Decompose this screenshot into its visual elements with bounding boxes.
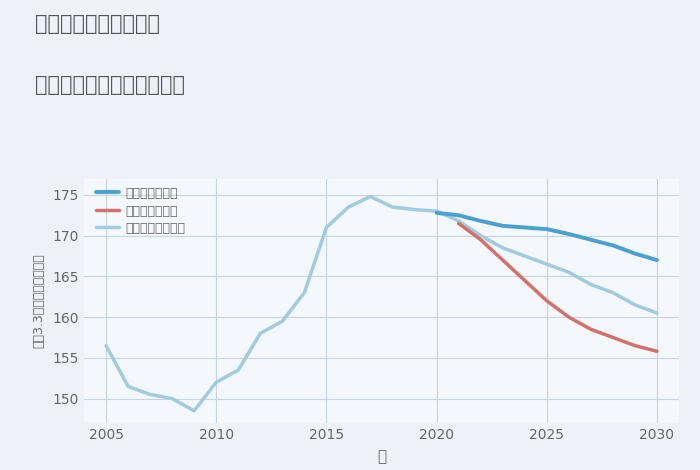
Legend: グッドシナリオ, バッドシナリオ, ノーマルシナリオ: グッドシナリオ, バッドシナリオ, ノーマルシナリオ (91, 182, 190, 240)
ノーマルシナリオ (168, 396, 176, 401)
ノーマルシナリオ (322, 225, 330, 230)
ノーマルシナリオ (146, 392, 154, 397)
ノーマルシナリオ (631, 302, 639, 308)
グッドシナリオ (454, 212, 463, 218)
ノーマルシナリオ (542, 261, 551, 267)
ノーマルシナリオ (410, 207, 419, 212)
バッドシナリオ (631, 343, 639, 348)
ノーマルシナリオ (300, 290, 309, 296)
バッドシナリオ (653, 348, 662, 354)
ノーマルシナリオ (366, 194, 375, 199)
バッドシナリオ (498, 257, 507, 263)
ノーマルシナリオ (124, 384, 132, 389)
ノーマルシナリオ (609, 290, 617, 296)
ノーマルシナリオ (190, 408, 198, 414)
ノーマルシナリオ (521, 253, 529, 259)
ノーマルシナリオ (278, 318, 286, 324)
バッドシナリオ (542, 298, 551, 304)
Y-axis label: 坪（3.3㎡）単価（万円）: 坪（3.3㎡）単価（万円） (33, 253, 46, 348)
Text: 兵庫県西宮市小松町の: 兵庫県西宮市小松町の (35, 14, 160, 34)
X-axis label: 年: 年 (377, 449, 386, 464)
バッドシナリオ (587, 327, 595, 332)
ノーマルシナリオ (587, 282, 595, 287)
グッドシナリオ (498, 223, 507, 229)
Line: ノーマルシナリオ: ノーマルシナリオ (106, 196, 657, 411)
グッドシナリオ (433, 210, 441, 216)
グッドシナリオ (631, 251, 639, 256)
グッドシナリオ (587, 237, 595, 243)
ノーマルシナリオ (454, 218, 463, 224)
グッドシナリオ (565, 231, 573, 237)
ノーマルシナリオ (389, 204, 397, 210)
グッドシナリオ (653, 257, 662, 263)
バッドシナリオ (565, 314, 573, 320)
ノーマルシナリオ (344, 204, 353, 210)
ノーマルシナリオ (477, 233, 485, 238)
グッドシナリオ (609, 243, 617, 248)
ノーマルシナリオ (653, 310, 662, 316)
ノーマルシナリオ (212, 379, 220, 385)
グッドシナリオ (542, 226, 551, 232)
Line: バッドシナリオ: バッドシナリオ (458, 223, 657, 351)
Line: グッドシナリオ: グッドシナリオ (437, 213, 657, 260)
Text: 中古マンションの価格推移: 中古マンションの価格推移 (35, 75, 185, 95)
グッドシナリオ (477, 218, 485, 224)
バッドシナリオ (454, 220, 463, 226)
バッドシナリオ (477, 237, 485, 243)
グッドシナリオ (521, 225, 529, 230)
ノーマルシナリオ (498, 245, 507, 251)
ノーマルシナリオ (102, 343, 110, 348)
ノーマルシナリオ (433, 208, 441, 214)
バッドシナリオ (521, 278, 529, 283)
バッドシナリオ (609, 335, 617, 340)
ノーマルシナリオ (565, 269, 573, 275)
ノーマルシナリオ (256, 330, 265, 336)
ノーマルシナリオ (234, 367, 242, 373)
